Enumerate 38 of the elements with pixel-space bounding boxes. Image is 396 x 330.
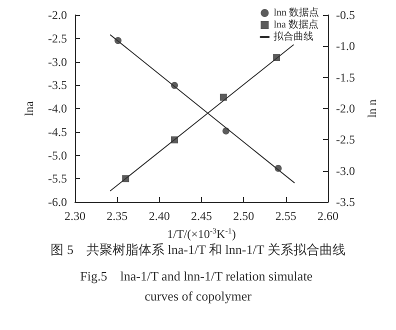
y-tick-label: -5.0 [48,148,67,162]
x-tick-label: 2.55 [275,209,296,223]
y-axis-title: lna [22,100,36,116]
x-tick-label: 2.50 [233,209,254,223]
point [220,94,227,101]
y-tick-label: -2.0 [48,8,67,22]
point [274,164,282,172]
y-tick-label: -6.0 [48,195,67,209]
point [171,82,178,89]
y2-tick-label: -1.0 [336,39,355,54]
legend-label: lnn 数据点 [274,6,320,18]
y2-tick-label: -1.5 [336,70,355,84]
point [222,127,230,134]
y2-tick-label: -2.0 [336,102,355,116]
y2-tick-label: -3.5 [336,195,355,209]
legend-label: 拟合曲线 [274,30,314,42]
x-tick-label: 2.60 [318,209,338,223]
y-tick-label: -4.5 [48,124,67,139]
y-tick-label: -3.5 [48,78,67,92]
y2-tick-label: -3.0 [336,164,355,178]
y-tick-label: -3.0 [48,54,67,69]
point [114,37,122,44]
x-tick-label: 2.40 [148,209,170,223]
y-tick-label: -4.0 [48,102,67,116]
y-tick-label: -5.5 [48,172,67,186]
point [273,54,280,62]
x-tick-label: 2.35 [106,209,128,223]
y2-axis-title: ln n [364,99,379,118]
text: Fig.5 lna-1/T and lnn-1/T relation simulate curves of copolymer [80,268,316,304]
text: 图 5 共聚树脂体系 lna-1/T 和 lnn-1/T 关系拟合曲线 [50,242,346,257]
x-tick-label: 2.45 [191,209,212,223]
point [122,175,130,182]
y2-tick-label: -0.5 [336,8,355,22]
y-tick-label: -2.5 [48,31,67,46]
x-tick-label: 2.30 [64,209,86,223]
y2-tick-label: -2.5 [336,132,355,147]
point [171,136,178,144]
legend-label: lna 数据点 [274,18,318,30]
